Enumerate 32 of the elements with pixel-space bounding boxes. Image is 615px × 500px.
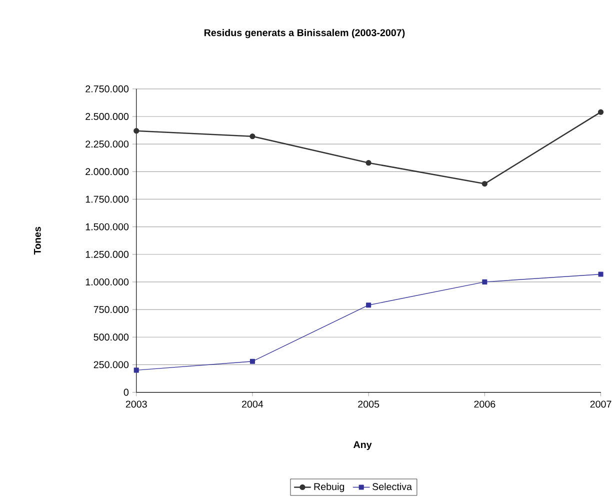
point bbox=[250, 358, 255, 364]
y-tick-label: 2.500.000 bbox=[86, 113, 129, 120]
point bbox=[366, 302, 372, 308]
point bbox=[134, 128, 140, 134]
x-tick-label: 2003 bbox=[126, 400, 147, 408]
x-axis-title: Any bbox=[353, 441, 372, 450]
legend-label: Selectiva bbox=[372, 482, 412, 490]
y-tick-label: 1.500.000 bbox=[86, 223, 129, 230]
y-tick-label: 1.250.000 bbox=[86, 250, 129, 258]
x-tick-label: 2007 bbox=[590, 400, 612, 408]
point bbox=[482, 180, 488, 187]
x-tick-label: 2004 bbox=[242, 400, 264, 408]
x-tick-label: 2006 bbox=[474, 400, 496, 408]
point bbox=[250, 134, 256, 140]
legend-label: Rebuig bbox=[314, 482, 344, 492]
point bbox=[366, 160, 372, 166]
y-tick-label: 500.000 bbox=[94, 334, 129, 341]
point bbox=[598, 109, 604, 115]
chart-title: Residus generats a Binissalem (2003-2007) bbox=[204, 28, 405, 38]
y-tick-label: 750.000 bbox=[94, 306, 129, 314]
point bbox=[598, 272, 604, 277]
y-tick-label: 2.250.000 bbox=[86, 140, 129, 148]
y-tick-label: 0 bbox=[124, 388, 129, 396]
y-tick-label: 250.000 bbox=[94, 361, 129, 368]
y-tick-label: 1.750.000 bbox=[86, 196, 129, 203]
point bbox=[134, 368, 139, 373]
y-tick-label: 2.000.000 bbox=[86, 168, 129, 176]
y-tick-label: 2.750.000 bbox=[86, 85, 129, 92]
y-axis-title: Tones bbox=[34, 226, 41, 255]
point bbox=[482, 279, 488, 284]
y-tick-label: 1.000.000 bbox=[86, 278, 129, 286]
x-tick-label: 2005 bbox=[358, 400, 380, 408]
